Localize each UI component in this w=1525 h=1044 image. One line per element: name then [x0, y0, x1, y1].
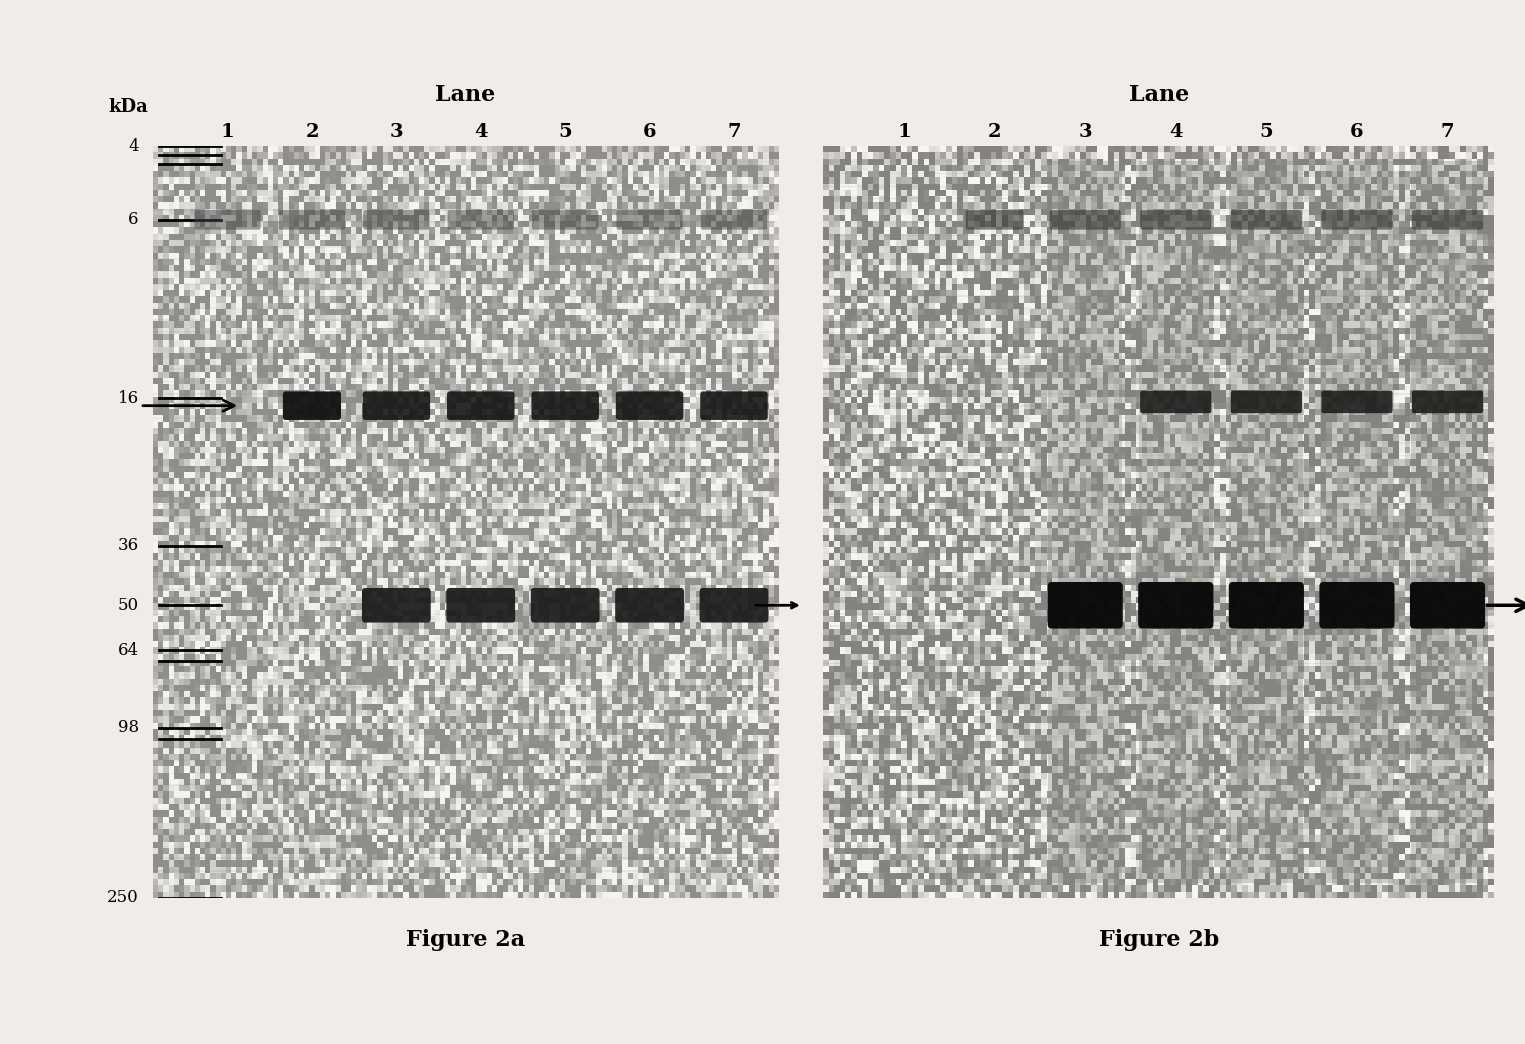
- FancyBboxPatch shape: [282, 392, 342, 420]
- FancyBboxPatch shape: [447, 588, 515, 622]
- FancyBboxPatch shape: [1141, 390, 1211, 413]
- Text: 250: 250: [107, 889, 139, 906]
- FancyBboxPatch shape: [363, 210, 430, 230]
- Bar: [1321, 161, 1394, 883]
- FancyBboxPatch shape: [1229, 582, 1304, 628]
- FancyBboxPatch shape: [1319, 582, 1394, 628]
- FancyBboxPatch shape: [616, 392, 683, 420]
- FancyBboxPatch shape: [616, 210, 683, 230]
- FancyBboxPatch shape: [1321, 210, 1392, 230]
- Text: 1: 1: [897, 122, 910, 141]
- FancyBboxPatch shape: [447, 392, 514, 420]
- FancyBboxPatch shape: [615, 588, 683, 622]
- FancyBboxPatch shape: [1412, 210, 1484, 230]
- Text: Lane: Lane: [1128, 85, 1190, 106]
- Text: 3: 3: [389, 122, 403, 141]
- FancyBboxPatch shape: [702, 210, 767, 230]
- FancyBboxPatch shape: [1411, 582, 1485, 628]
- Bar: [1048, 161, 1122, 883]
- FancyBboxPatch shape: [1231, 390, 1302, 413]
- FancyBboxPatch shape: [448, 210, 514, 230]
- Text: 1: 1: [221, 122, 235, 141]
- Text: 2: 2: [305, 122, 319, 141]
- Text: 50: 50: [117, 597, 139, 614]
- Text: 7: 7: [727, 122, 741, 141]
- FancyBboxPatch shape: [361, 588, 430, 622]
- Text: 98: 98: [117, 719, 139, 736]
- Text: 64: 64: [117, 642, 139, 659]
- Bar: [1411, 161, 1484, 883]
- FancyBboxPatch shape: [279, 210, 345, 230]
- FancyBboxPatch shape: [532, 210, 598, 230]
- FancyBboxPatch shape: [1049, 210, 1121, 230]
- Text: 3: 3: [1078, 122, 1092, 141]
- Text: 6: 6: [128, 211, 139, 229]
- Text: Figure 2b: Figure 2b: [1100, 928, 1218, 951]
- FancyBboxPatch shape: [1141, 210, 1211, 230]
- FancyBboxPatch shape: [1412, 390, 1484, 413]
- FancyBboxPatch shape: [1321, 390, 1392, 413]
- FancyBboxPatch shape: [1138, 582, 1214, 628]
- Bar: [1229, 161, 1304, 883]
- FancyBboxPatch shape: [531, 588, 599, 622]
- FancyBboxPatch shape: [1231, 210, 1302, 230]
- FancyBboxPatch shape: [700, 588, 769, 622]
- Text: 4: 4: [474, 122, 488, 141]
- Text: 2: 2: [988, 122, 1002, 141]
- Text: kDa: kDa: [108, 98, 148, 116]
- Bar: [1139, 161, 1212, 883]
- FancyBboxPatch shape: [700, 392, 767, 420]
- Text: Figure 2a: Figure 2a: [406, 928, 525, 951]
- Text: Lane: Lane: [435, 85, 496, 106]
- Text: 36: 36: [117, 537, 139, 554]
- Text: 5: 5: [558, 122, 572, 141]
- Text: 4: 4: [128, 138, 139, 155]
- FancyBboxPatch shape: [194, 210, 261, 230]
- Text: 16: 16: [117, 389, 139, 407]
- Text: 6: 6: [1350, 122, 1363, 141]
- Text: 6: 6: [642, 122, 656, 141]
- FancyBboxPatch shape: [1048, 582, 1122, 628]
- Text: 4: 4: [1170, 122, 1182, 141]
- FancyBboxPatch shape: [363, 392, 430, 420]
- FancyBboxPatch shape: [531, 392, 599, 420]
- FancyBboxPatch shape: [965, 210, 1023, 230]
- Text: 7: 7: [1441, 122, 1455, 141]
- Text: 5: 5: [1260, 122, 1273, 141]
